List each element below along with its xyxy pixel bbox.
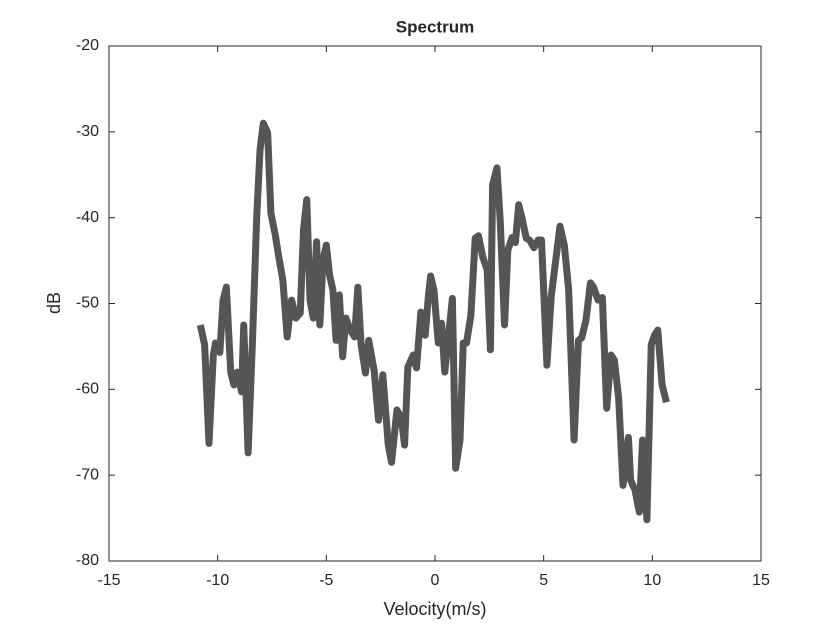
x-tick-label: 15 <box>752 572 770 589</box>
y-tick-label: -60 <box>76 381 99 398</box>
x-axis-label: Velocity(m/s) <box>383 599 486 619</box>
x-tick-label: 0 <box>431 572 440 589</box>
y-tick-label: -40 <box>76 209 99 226</box>
chart-title: Spectrum <box>396 17 474 36</box>
x-tick-label: -5 <box>319 572 333 589</box>
y-tick-label: -30 <box>76 123 99 140</box>
y-axis-label: dB <box>44 292 64 314</box>
x-tick-label: 5 <box>539 572 548 589</box>
y-tick-label: -70 <box>76 466 99 483</box>
x-tick-label: -10 <box>206 572 229 589</box>
x-tick-label: -15 <box>97 572 120 589</box>
y-tick-label: -20 <box>76 37 99 54</box>
x-tick-label: 10 <box>643 572 661 589</box>
y-tick-label: -80 <box>76 552 99 569</box>
data-line <box>196 119 670 524</box>
y-tick-label: -50 <box>76 295 99 312</box>
